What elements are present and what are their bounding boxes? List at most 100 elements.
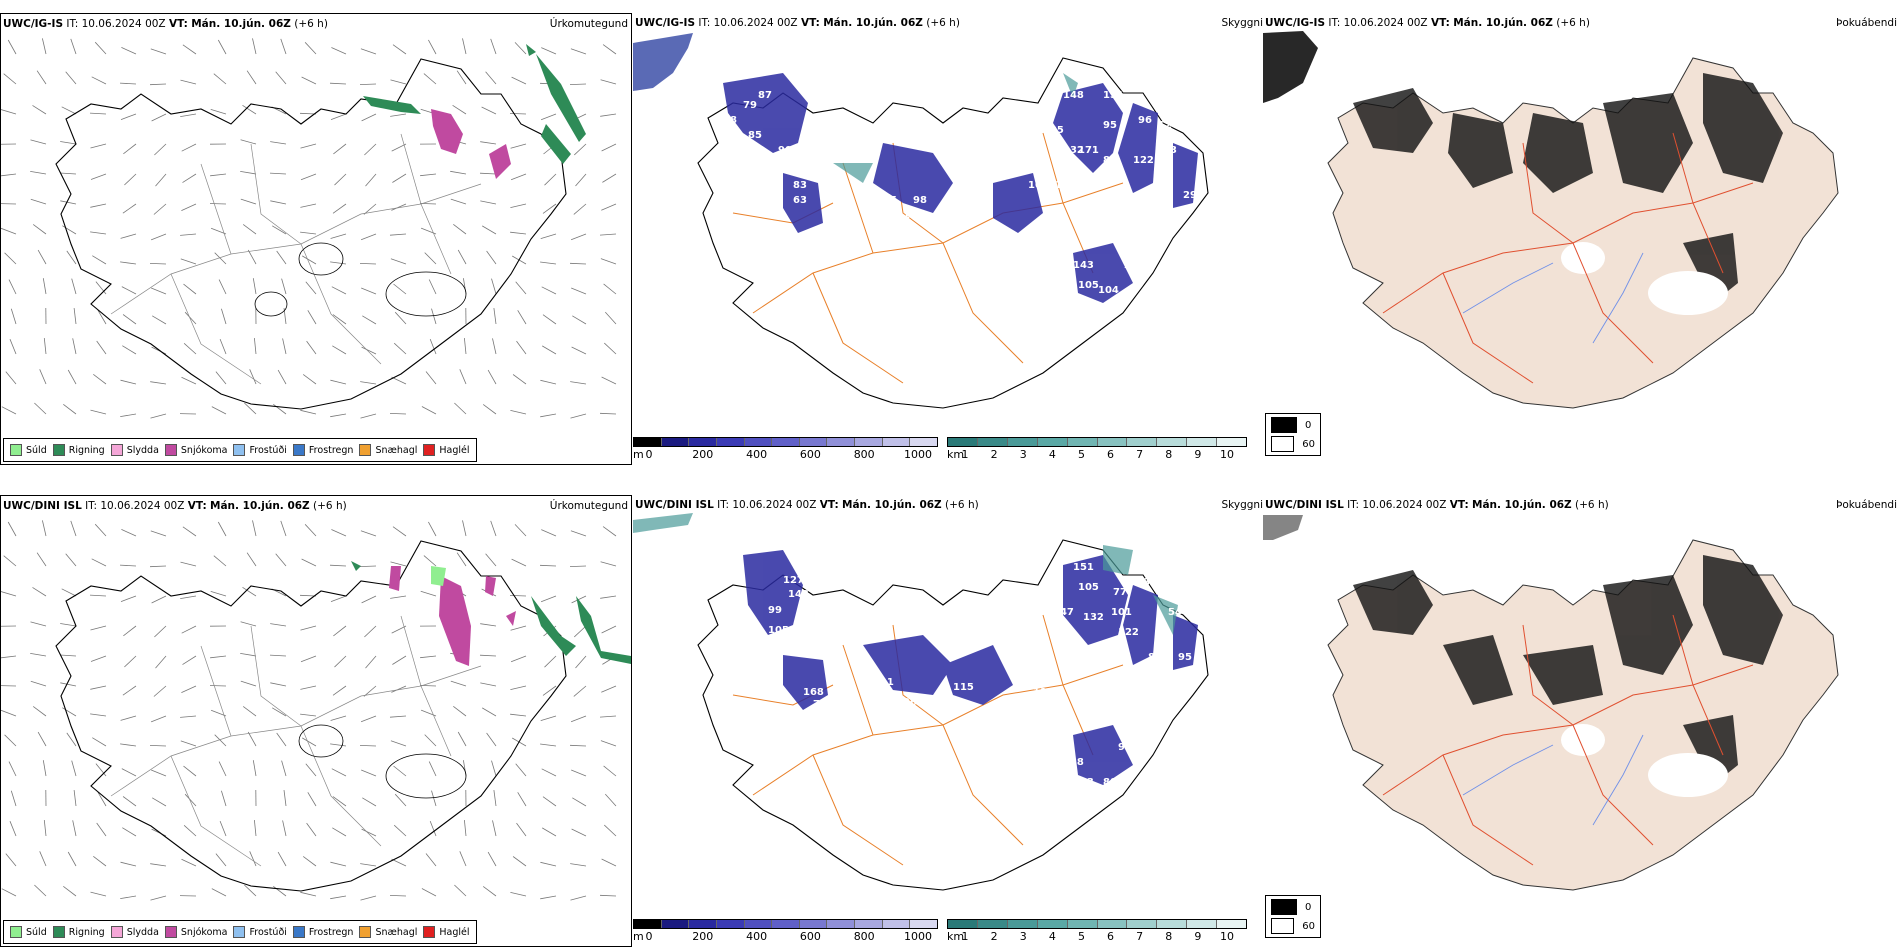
cloudbase-value: 104	[758, 647, 779, 658]
legend-swatch	[1271, 417, 1297, 433]
wind-barb	[479, 654, 497, 657]
wind-barb	[601, 203, 617, 211]
cloudbase-value: 90	[778, 145, 792, 156]
wind-barb	[510, 892, 527, 897]
wind-barb	[249, 369, 257, 385]
rivers	[1462, 734, 1644, 826]
wind-barb	[154, 143, 167, 156]
wind-barb	[10, 308, 17, 325]
colorbar-tick: 2	[990, 930, 998, 943]
wind-barb	[492, 820, 497, 837]
wind-barb	[392, 173, 407, 183]
wind-barb	[570, 895, 587, 901]
colorbar-segment	[827, 438, 856, 446]
wind-barb	[301, 558, 317, 567]
colorbar-tick: 1000	[904, 448, 932, 461]
wind-barb	[482, 404, 497, 415]
wind-barb	[599, 715, 617, 718]
wind-barb	[210, 591, 227, 597]
cloud-areas	[743, 550, 1198, 785]
wind-barb	[282, 820, 287, 837]
wind-barb	[120, 413, 137, 417]
wind-barb	[512, 856, 527, 867]
wind-barb	[30, 680, 47, 687]
colorbar-tick: 8	[1165, 448, 1173, 461]
wind-barb	[66, 250, 77, 265]
wind-barb	[183, 765, 197, 777]
wind-barb	[283, 790, 287, 807]
wind-barb	[605, 793, 617, 807]
wind-barb	[71, 278, 77, 295]
wind-barb	[97, 309, 107, 325]
wind-barb	[67, 369, 77, 385]
ptype-panel-bottom: UWC/DINI ISL IT: 10.06.2024 00Z VT: Mán.…	[0, 495, 632, 947]
colorbar-segment	[1097, 438, 1128, 446]
wind-barb	[59, 172, 77, 175]
cloudbase-value: 143	[1073, 260, 1094, 271]
wind-barb	[270, 141, 287, 145]
wind-barb	[302, 374, 317, 385]
wind-barb	[210, 173, 227, 177]
wind-barb	[334, 655, 347, 668]
legend-swatch	[10, 926, 22, 938]
panel-title: Þokuábendi	[1836, 17, 1897, 29]
init-label: IT:	[1347, 499, 1360, 511]
wind-barb	[221, 790, 227, 807]
ptype-legend-item: Slydda	[110, 926, 159, 938]
wind-barb	[120, 379, 137, 385]
wind-barb	[306, 340, 317, 355]
iceland-outline	[55, 540, 567, 892]
wind-barb	[95, 281, 107, 295]
legend-swatch	[359, 444, 372, 456]
wind-barb	[209, 685, 227, 687]
wind-barb	[540, 413, 557, 418]
wind-barb	[210, 109, 227, 115]
wind-barbs	[1, 520, 617, 901]
fog-areas	[1353, 555, 1783, 785]
legend-label: Haglél	[439, 444, 470, 456]
wind-barb	[180, 715, 197, 718]
wind-barb	[603, 283, 617, 295]
legend-swatch	[1271, 899, 1297, 915]
lead-time: (+6 h)	[945, 499, 979, 511]
roads	[110, 615, 482, 867]
ptype-legend-item: Slydda	[110, 444, 159, 456]
glacier	[385, 753, 467, 799]
wind-barb	[150, 413, 167, 419]
wind-barb	[571, 828, 587, 837]
cloudbase-value: 125	[1043, 125, 1064, 136]
visibility-unit: km	[947, 448, 965, 461]
wind-barb	[391, 203, 407, 211]
wind-barb	[70, 38, 77, 55]
wind-barb	[457, 731, 467, 747]
wind-barb	[8, 279, 17, 295]
wind-barb	[9, 821, 17, 837]
wind-barb	[389, 233, 407, 236]
wind-barb	[93, 373, 107, 385]
legend-label: Frostúði	[249, 926, 287, 938]
cloudbase-value: 80	[1103, 777, 1117, 788]
colorbar-segment	[1157, 438, 1188, 446]
colorbar-segment	[1217, 438, 1247, 446]
legend-label: Frostregn	[308, 444, 354, 456]
cloudbase-value: 102	[1028, 180, 1049, 191]
colorbar-segment	[1007, 438, 1038, 446]
cloudbase-value: 98	[913, 195, 927, 206]
wind-barb	[301, 255, 317, 265]
legend-swatch	[1271, 918, 1295, 934]
colorbar-tick: 5	[1077, 930, 1085, 943]
colorbar-segment	[1127, 438, 1158, 446]
panel-title: Skyggni	[1221, 17, 1264, 29]
wind-barb	[119, 82, 137, 85]
wind-barb	[240, 680, 257, 687]
wind-barb	[246, 70, 257, 85]
wind-barb	[569, 744, 587, 747]
legend-swatch	[10, 444, 22, 456]
wind-barb	[42, 760, 47, 777]
wind-barb	[544, 173, 557, 186]
wind-barb	[90, 231, 107, 235]
wind-barb	[390, 113, 407, 117]
wind-barb	[420, 173, 437, 177]
colorbar-segment	[1097, 920, 1128, 928]
